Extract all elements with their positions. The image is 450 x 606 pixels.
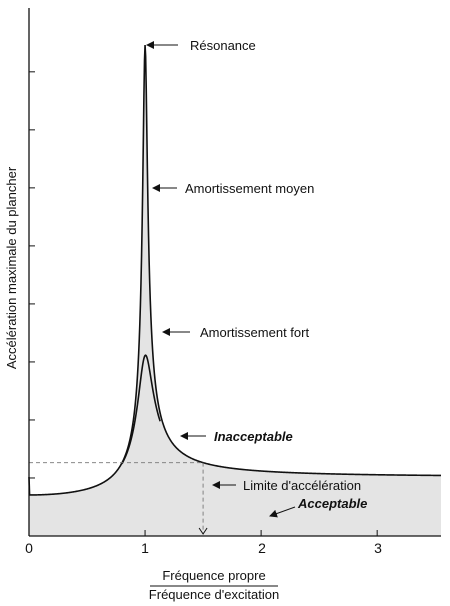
x-tick-label-3: 3 <box>374 540 382 556</box>
y-axis-ticks <box>29 71 35 479</box>
annotation-resonance-label: Résonance <box>190 38 256 53</box>
annotation-limit: Limite d'accélération <box>212 478 361 493</box>
annotation-limit-label: Limite d'accélération <box>243 478 361 493</box>
annotation-strong-damping-label: Amortissement fort <box>200 325 309 340</box>
annotation-unacceptable-label: Inacceptable <box>214 429 293 444</box>
curve-moderate-damping <box>28 45 441 496</box>
x-axis-ticks <box>28 530 378 536</box>
annotation-moderate-damping: Amortissement moyen <box>152 181 314 196</box>
annotation-unacceptable: Inacceptable <box>180 429 293 444</box>
y-axis-title: Accélération maximale du plancher <box>4 166 19 369</box>
annotation-resonance: Résonance <box>146 38 256 53</box>
annotation-moderate-damping-label: Amortissement moyen <box>185 181 314 196</box>
annotation-strong-damping: Amortissement fort <box>162 325 309 340</box>
x-axis-title-numerator: Fréquence propre <box>162 568 265 583</box>
x-tick-label-1: 1 <box>141 540 149 556</box>
annotation-acceptable-label: Acceptable <box>297 496 367 511</box>
x-tick-label-0: 0 <box>25 540 33 556</box>
area-under-curve <box>29 45 441 536</box>
curve-strong-damping <box>121 354 161 465</box>
annotation-acceptable: Acceptable <box>269 496 367 518</box>
x-axis-title-denominator: Fréquence d'excitation <box>149 587 279 602</box>
x-tick-label-2: 2 <box>258 540 266 556</box>
limit-drop-arrow-icon <box>198 527 208 535</box>
